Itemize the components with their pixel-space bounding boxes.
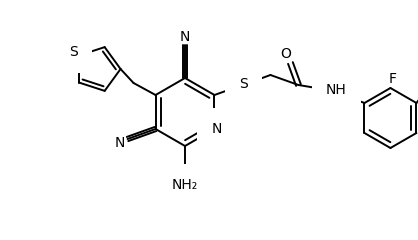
Text: NH: NH bbox=[326, 83, 347, 97]
Text: N: N bbox=[180, 30, 190, 44]
Text: NH₂: NH₂ bbox=[172, 178, 198, 192]
Text: S: S bbox=[69, 46, 78, 60]
Text: N: N bbox=[211, 122, 222, 136]
Text: F: F bbox=[388, 72, 396, 86]
Text: S: S bbox=[239, 77, 248, 91]
Text: O: O bbox=[280, 47, 291, 61]
Text: N: N bbox=[115, 136, 125, 150]
